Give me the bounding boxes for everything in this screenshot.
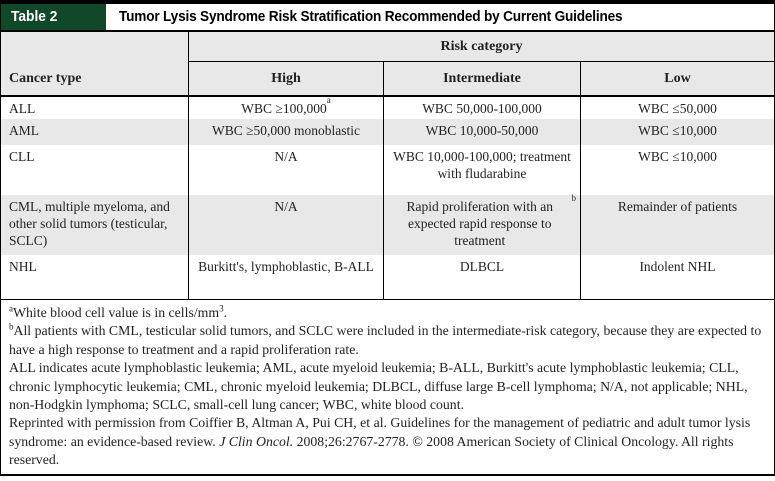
reprint-post: 2008;26:2767-2778. © 2008 American Socie… bbox=[9, 433, 734, 468]
footnote-a-superscript-3: 3 bbox=[219, 303, 224, 314]
cell-aml-cancer-type: AML bbox=[9, 123, 39, 138]
top-rule bbox=[1, 0, 774, 4]
risk-category-header: Risk category bbox=[188, 32, 774, 62]
cell-all-low: WBC ≤50,000 bbox=[580, 97, 774, 119]
cell-all-high: WBC ≥100,000 a bbox=[188, 96, 383, 119]
cell-cml-cancer-type: CML, multiple myeloma, and other solid t… bbox=[9, 199, 170, 248]
footnotes-block: aWhite blood cell value is in cells/mm3.… bbox=[1, 299, 774, 476]
reprint-pre: Reprinted with permission from Coiffier … bbox=[9, 415, 751, 449]
footnote-a: aWhite blood cell value is in cells/mm3. bbox=[9, 304, 766, 322]
cell-cml-low: Remainder of patients bbox=[580, 195, 774, 255]
cell-cll-intermediate: WBC 10,000-100,000; treatment with fluda… bbox=[383, 145, 580, 195]
cell-cll-low: WBC ≤10,000 bbox=[580, 145, 774, 195]
cell-cll-high: N/A bbox=[188, 145, 383, 195]
cell-nhl-cancer-type: NHL bbox=[9, 259, 37, 274]
cell-text: WBC ≥100,000 bbox=[241, 101, 327, 116]
footnote-b-text: All patients with CML, testicular solid … bbox=[9, 323, 762, 357]
footnote-reprint: Reprinted with permission from Coiffier … bbox=[9, 414, 766, 469]
footnote-a-period: . bbox=[223, 305, 228, 320]
table-title-bar: Table 2 Tumor Lysis Syndrome Risk Strati… bbox=[1, 4, 774, 32]
cell-all-intermediate: WBC 50,000-100,000 bbox=[383, 97, 580, 119]
table-row-cll: CLL N/A WBC 10,000-100,000; treatment wi… bbox=[1, 145, 774, 195]
bottom-margin bbox=[0, 476, 775, 481]
col-header-high: High bbox=[188, 62, 383, 95]
reprint-journal-italic: J Clin Oncol. bbox=[219, 433, 294, 449]
cell-cll-cancer-type: CLL bbox=[9, 149, 35, 164]
footnote-a-text: White blood cell value is in cells/mm bbox=[13, 305, 220, 320]
table-row-aml: AML WBC ≥50,000 monoblastic WBC 10,000-5… bbox=[1, 119, 774, 145]
cell-aml-low: WBC ≤10,000 bbox=[580, 119, 774, 145]
footnote-a-marker: a bbox=[9, 303, 13, 314]
header-body-rule bbox=[1, 95, 774, 97]
col-header-intermediate: Intermediate bbox=[383, 62, 580, 95]
table-row-nhl: NHL Burkitt's, lymphoblastic, B-ALL DLBC… bbox=[1, 255, 774, 299]
cell-all-cancer-type: ALL bbox=[9, 101, 36, 116]
table-title-text: Tumor Lysis Syndrome Risk Stratification… bbox=[119, 9, 623, 25]
table-number-label: Table 2 bbox=[11, 9, 58, 25]
cell-aml-high: WBC ≥50,000 monoblastic bbox=[188, 119, 383, 145]
col-header-cancer-type: Cancer type bbox=[9, 71, 82, 86]
table-row-cml-myeloma-solid: CML, multiple myeloma, and other solid t… bbox=[1, 194, 774, 255]
cell-cml-intermediate: Rapid proliferation with an expected rap… bbox=[383, 194, 580, 255]
cell-nhl-intermediate: DLBCL bbox=[383, 255, 580, 299]
cell-text: Rapid proliferation with an expected rap… bbox=[406, 199, 554, 248]
col-header-low: Low bbox=[580, 62, 774, 95]
cell-cml-high: N/A bbox=[188, 195, 383, 255]
table-title: Tumor Lysis Syndrome Risk Stratification… bbox=[106, 4, 655, 30]
cell-nhl-low: Indolent NHL bbox=[580, 255, 774, 299]
footnote-b: bAll patients with CML, testicular solid… bbox=[9, 322, 766, 359]
column-header-block: Cancer type Risk category High Intermedi… bbox=[1, 32, 774, 95]
cell-aml-intermediate: WBC 10,000-50,000 bbox=[383, 119, 580, 145]
cell-nhl-high: Burkitt's, lymphoblastic, B-ALL bbox=[188, 255, 383, 299]
footnote-abbreviations: ALL indicates acute lymphoblastic leukem… bbox=[9, 360, 748, 413]
table-number-badge: Table 2 bbox=[1, 4, 106, 30]
table-row-all: ALL WBC ≥100,000 a WBC 50,000-100,000 WBC… bbox=[1, 96, 774, 119]
footnote-b-marker: b bbox=[9, 321, 14, 332]
